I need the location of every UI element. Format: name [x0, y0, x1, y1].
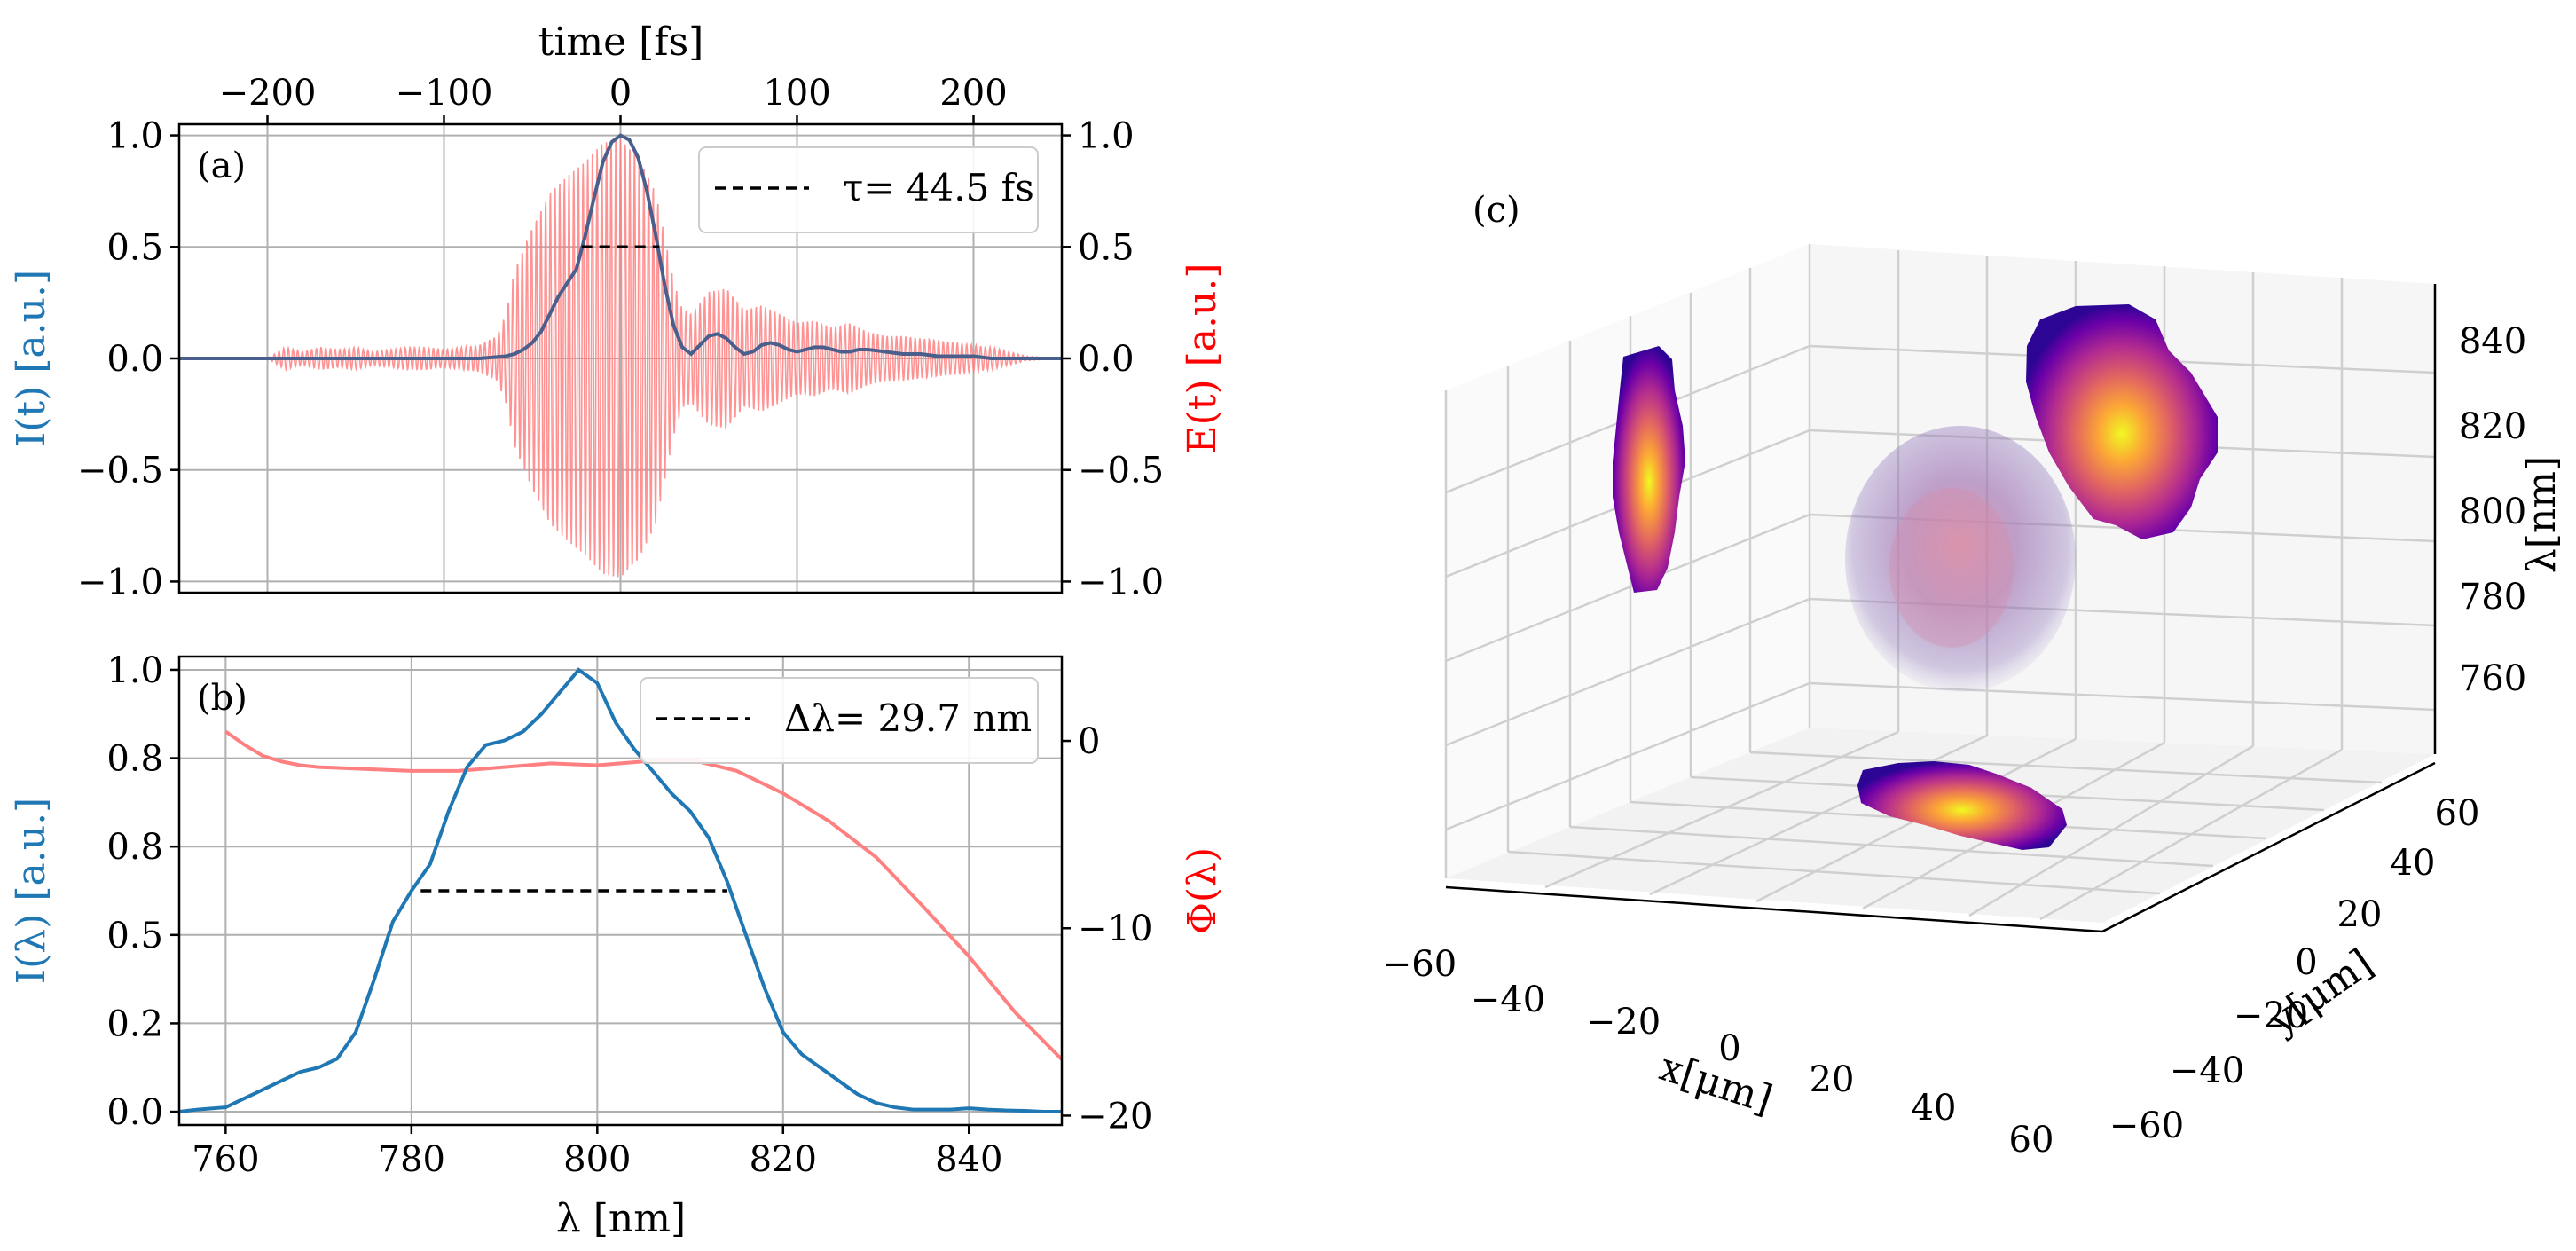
c-z-tick: 760: [2459, 658, 2526, 699]
panel-b-xlabel: λ [nm]: [556, 1196, 686, 1241]
projection-x-lambda: [1613, 346, 1685, 593]
panel-a-label: (a): [197, 146, 246, 186]
c-x-tick: −60: [1382, 944, 1457, 985]
c-y-tick: 20: [2337, 894, 2383, 935]
b-y-tick-label: 0.0: [106, 1092, 163, 1133]
b-y-right-tick-label: −10: [1078, 909, 1152, 949]
panel-c: −60 −40 −20 0 20 40 60 −60 −40 −20 0 20 …: [1382, 190, 2564, 1161]
c-x-tick: 20: [1810, 1059, 1855, 1100]
panel-b-right-ylabel: Φ(λ): [1180, 847, 1225, 934]
panel-a-legend: τ= 44.5 fs: [698, 146, 1039, 233]
b-x-tick-label: 840: [935, 1139, 1002, 1180]
c-y-tick: −20: [2234, 995, 2308, 1036]
volume-cloud: [1845, 426, 2076, 692]
b-y-right-tick-label: 0: [1078, 721, 1100, 762]
panel-b-legend-label: Δλ= 29.7 nm: [784, 696, 1032, 740]
a-y-right-tick-label: −1.0: [1078, 562, 1164, 602]
c-x-tick: −40: [1471, 980, 1545, 1020]
c-z-tick: 800: [2459, 492, 2526, 532]
projection-x-y: [1857, 761, 2067, 850]
panel-b-label: (b): [197, 678, 247, 719]
b-y-tick-label: 0.8: [106, 827, 163, 868]
a-y-tick-label: −1.0: [77, 562, 163, 602]
projection-y-lambda: [2026, 304, 2218, 539]
panel-c-y-axis: [2101, 761, 2436, 933]
a-y-tick-label: 1.0: [106, 116, 163, 157]
b-y-tick-label: 0.5: [106, 916, 163, 956]
field-e-t-line: [179, 139, 1062, 578]
panel-b-grid: [179, 657, 1062, 1125]
c-z-tick: 820: [2459, 406, 2526, 447]
b-y-right-tick-label: −20: [1078, 1096, 1152, 1137]
panel-a-right-ylabel: E(t) [a.u.]: [1180, 264, 1225, 454]
c-y-tick: 0: [2295, 942, 2317, 983]
panel-a-left-ylabel: I(t) [a.u.]: [9, 270, 54, 447]
b-y-tick-label: 0.2: [106, 1003, 163, 1044]
b-x-tick-label: 800: [563, 1139, 631, 1180]
c-z-tick: 780: [2459, 577, 2526, 618]
c-y-tick: −60: [2109, 1105, 2184, 1146]
volume-cloud-core: [1889, 488, 2014, 648]
a-y-right-tick-label: 1.0: [1078, 116, 1135, 157]
panel-c-zlabel: λ[nm]: [2519, 456, 2564, 573]
panel-b-series: [179, 667, 1062, 1114]
a-x-tick-label: 200: [939, 73, 1007, 114]
panel-c-xlabel: x[μm]: [1654, 1044, 1778, 1123]
panel-b-ticks: 760 780 800 820 840 0.0 0.2 0.5 0.8 0.8 1.0 0 −10 −20: [106, 650, 1152, 1180]
b-x-tick-label: 820: [750, 1139, 817, 1180]
panel-a-series: [179, 133, 1062, 578]
panel-a-legend-label: τ= 44.5 fs: [843, 166, 1034, 209]
panel-b-frame: [177, 655, 1064, 1127]
c-z-tick: 840: [2459, 321, 2526, 362]
c-y-tick: 40: [2391, 843, 2436, 884]
a-y-tick-label: 0.0: [106, 339, 163, 380]
panel-c-ylabel: y[μm]: [2260, 940, 2381, 1044]
c-x-tick: 40: [1912, 1088, 1957, 1129]
b-y-tick-label: 1.0: [106, 650, 163, 691]
intensity-i-t-line: [179, 133, 1062, 360]
b-x-tick-label: 760: [192, 1139, 259, 1180]
c-x-tick: −20: [1586, 1002, 1661, 1042]
c-x-tick: 60: [2009, 1120, 2054, 1161]
panel-b-legend: Δλ= 29.7 nm: [640, 677, 1039, 764]
b-y-tick-label: 0.8: [106, 739, 163, 780]
a-x-tick-label: 100: [763, 73, 830, 114]
a-x-tick-label: −200: [219, 73, 317, 114]
panel-b: 760 780 800 820 840 0.0 0.2 0.5 0.8 0.8 1.0 0 −10 −20…: [9, 650, 1225, 1241]
panel-b-left-ylabel: I(λ) [a.u.]: [9, 798, 54, 984]
panel-c-x-axis: [1445, 885, 2103, 933]
phase-line: [224, 729, 1062, 1061]
c-y-tick: −40: [2170, 1050, 2244, 1091]
panel-a-top-xlabel: time [fs]: [538, 20, 704, 65]
c-y-tick: 60: [2435, 793, 2480, 834]
panel-c-y-ticks: −60 −40 −20 0 20 40 60: [2109, 793, 2480, 1146]
a-y-right-tick-label: 0.5: [1078, 227, 1135, 268]
panel-c-x-ticks: −60 −40 −20 0 20 40 60: [1382, 944, 2054, 1161]
panel-a: −200 −100 0 100 200 −1.0 −1.0 −0.5 −0.5 0.0 0.0 0.5…: [9, 20, 1225, 602]
panel-c-z-ticks: 760 780 800 820 840: [2459, 321, 2526, 699]
a-y-tick-label: 0.5: [106, 227, 163, 268]
a-y-right-tick-label: −0.5: [1078, 451, 1164, 492]
a-y-tick-label: −0.5: [77, 451, 163, 492]
b-x-tick-label: 780: [378, 1139, 445, 1180]
a-x-tick-label: 0: [609, 73, 632, 114]
spectrum-i-lambda-line: [179, 667, 1062, 1114]
c-x-tick: 0: [1718, 1028, 1740, 1069]
a-y-right-tick-label: 0.0: [1078, 339, 1135, 380]
a-x-tick-label: −100: [396, 73, 493, 114]
panel-c-label: (c): [1473, 190, 1520, 231]
panel-a-ticks: −200 −100 0 100 200 −1.0 −1.0 −0.5 −0.5 0.0 0.0 0.5…: [77, 73, 1164, 602]
